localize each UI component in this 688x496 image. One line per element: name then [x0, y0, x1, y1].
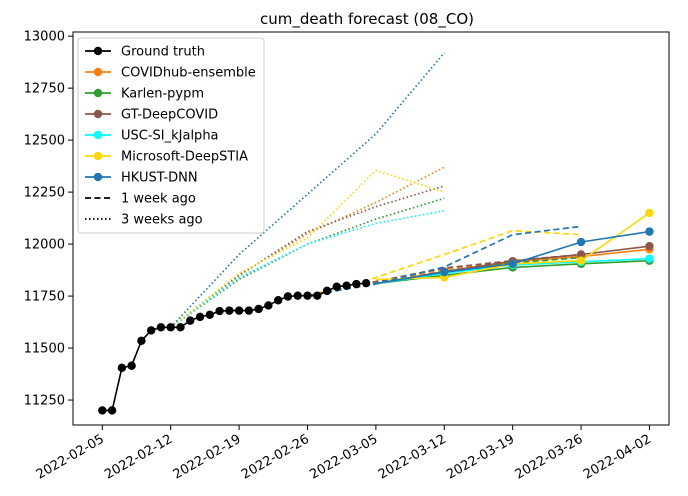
- legend-swatch-marker: [93, 172, 103, 182]
- legend-entry-label: Karlen-pypm: [121, 87, 204, 102]
- legend-box: [77, 37, 265, 234]
- point-ground-truth: [322, 286, 332, 296]
- point-ground-truth: [352, 279, 361, 289]
- point-ground-truth: [98, 406, 107, 415]
- legend-swatch-marker: [93, 46, 103, 56]
- point-ground-truth: [186, 316, 195, 325]
- y-tick-label: 12750: [24, 82, 65, 97]
- legend-swatch-marker: [93, 88, 103, 98]
- point-ground-truth: [117, 363, 127, 373]
- point-ground-truth: [254, 304, 263, 314]
- point-ground-truth: [205, 310, 214, 319]
- y-tick-label: 11250: [24, 394, 65, 409]
- point-hkust-dnn: [508, 259, 517, 269]
- point-ground-truth: [244, 306, 254, 315]
- series-markers: [98, 208, 654, 415]
- point-ground-truth: [273, 296, 283, 305]
- legend-entry-label: GT-DeepCOVID: [121, 108, 218, 123]
- point-hkust-dnn: [440, 267, 449, 277]
- y-tick-label: 12500: [24, 134, 65, 149]
- point-ground-truth: [283, 292, 293, 301]
- point-ground-truth: [342, 281, 351, 290]
- point-ground-truth: [293, 291, 302, 300]
- point-ground-truth: [195, 312, 205, 322]
- y-tick-label: 12000: [24, 238, 65, 253]
- point-ground-truth: [234, 306, 244, 315]
- y-axis: 11250 11500 11750 12000 12250 12500 12750 13000: [24, 30, 73, 409]
- legend-swatch-marker: [93, 67, 103, 77]
- legend-entry-label: Microsoft-DeepSTIA: [121, 150, 248, 165]
- point-gt-deepcovid: [576, 250, 586, 259]
- legend-swatch-marker: [93, 130, 103, 140]
- y-tick-label: 11750: [24, 290, 65, 305]
- point-ground-truth: [264, 301, 273, 310]
- point-microsoft-deepstia: [576, 256, 586, 265]
- legend-swatch-marker: [93, 109, 103, 119]
- point-ground-truth: [313, 291, 322, 300]
- point-ground-truth: [166, 323, 175, 332]
- series-line-ground-truth: [102, 282, 367, 412]
- point-gt-deepcovid: [645, 241, 654, 251]
- series-line-microsoft-deepstia-dotted: [170, 169, 445, 328]
- series-line-usc-si-kjalpha-dotted: [170, 209, 445, 328]
- legend-entry-label: USC-SI_kJalpha: [121, 129, 219, 144]
- legend-entry-label: Ground truth: [121, 45, 205, 60]
- series-line-gt-deepcovid-dashed: [307, 253, 582, 297]
- point-microsoft-deepstia: [645, 208, 654, 218]
- point-ground-truth: [303, 291, 312, 300]
- legend-entry-label: 1 week ago: [121, 192, 196, 207]
- chart-title: cum_death forecast (08_CO): [260, 10, 474, 29]
- point-hkust-dnn: [645, 227, 654, 236]
- y-tick-label: 12250: [24, 186, 65, 201]
- point-ground-truth: [225, 306, 234, 315]
- point-ground-truth: [215, 306, 224, 316]
- y-tick-label: 11500: [24, 342, 65, 357]
- legend: Ground truth COVIDhub-ensemble Karlen-pypm…: [77, 37, 265, 234]
- legend-entry-label: HKUST-DNN: [121, 171, 198, 186]
- point-ground-truth: [361, 278, 371, 288]
- point-hkust-dnn: [576, 237, 586, 247]
- legend-entry-label: 3 weeks ago: [121, 213, 203, 228]
- point-ground-truth: [146, 326, 156, 335]
- series-line-gt-deepcovid-dotted: [170, 185, 445, 328]
- point-usc-si-kjalpha: [645, 254, 654, 263]
- plot-frame: [72, 31, 670, 426]
- point-ground-truth: [332, 282, 342, 291]
- point-ground-truth: [127, 361, 136, 370]
- point-ground-truth: [176, 323, 185, 332]
- series-line-hkust-dnn-dashed: [307, 225, 582, 297]
- y-tick-label: 13000: [24, 30, 65, 45]
- plot-area: [72, 31, 670, 426]
- point-ground-truth: [107, 406, 117, 415]
- point-ground-truth: [156, 323, 166, 332]
- legend-entry-label: COVIDhub-ensemble: [121, 66, 256, 81]
- point-ground-truth: [137, 336, 146, 345]
- legend-swatch-marker: [93, 151, 103, 161]
